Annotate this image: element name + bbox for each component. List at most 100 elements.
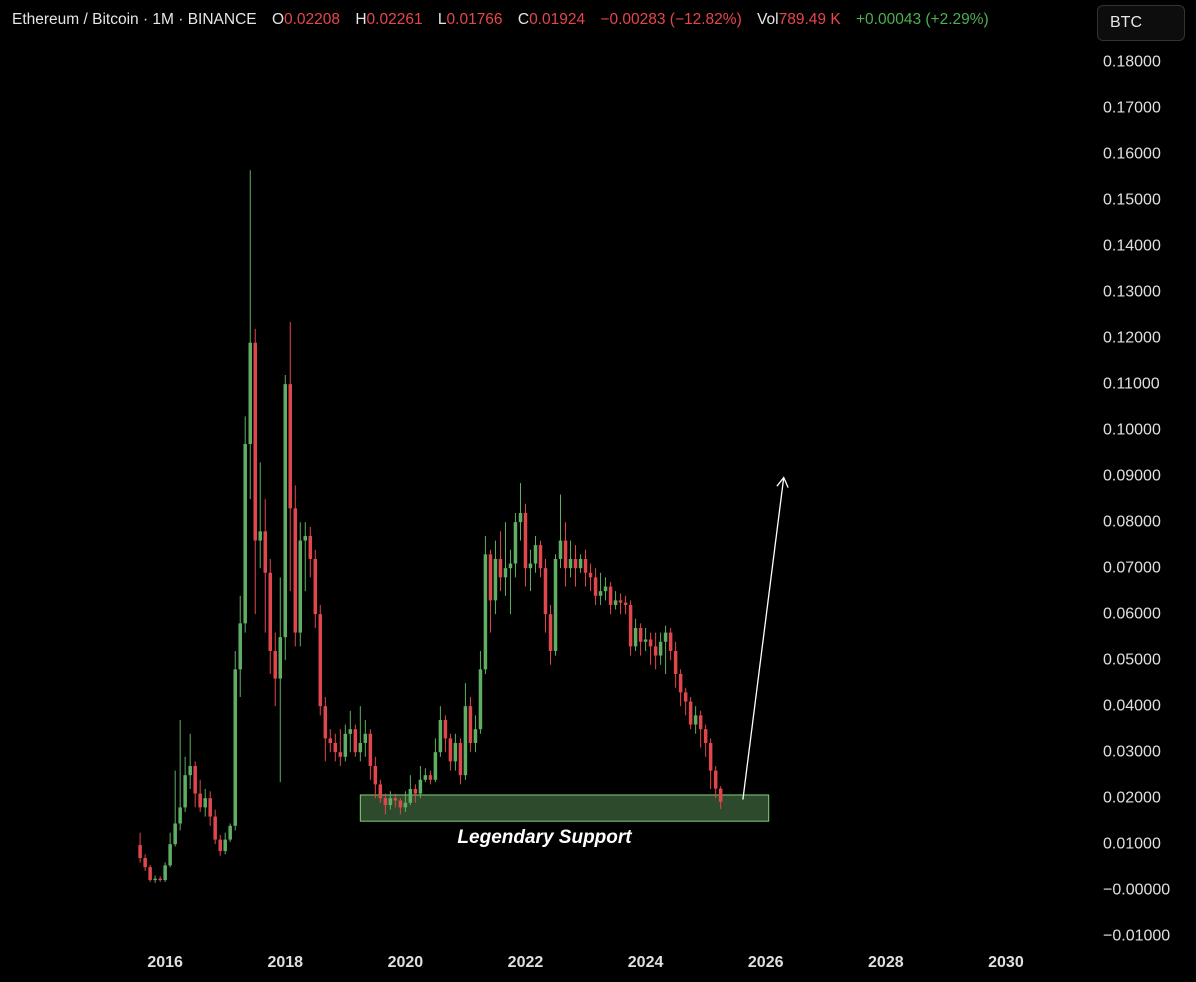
candle-body	[318, 614, 323, 707]
currency-button[interactable]: BTC	[1097, 5, 1185, 41]
candle-body	[718, 788, 723, 802]
candle-body	[433, 752, 438, 780]
y-tick-label: 0.01000	[1103, 835, 1161, 852]
candle-body	[298, 540, 303, 633]
candle-body	[378, 784, 383, 799]
candle-body	[243, 443, 247, 624]
candle-body	[653, 646, 658, 656]
candle-body	[703, 729, 708, 743]
candle-body	[708, 742, 713, 771]
candle-body	[168, 844, 172, 866]
candle-body	[388, 798, 393, 806]
candle-body	[208, 798, 212, 817]
candle-body	[418, 779, 423, 794]
candle-body	[478, 669, 483, 730]
candle-body	[648, 639, 653, 647]
candle-body	[633, 627, 638, 647]
o-label: O	[271, 11, 284, 28]
candle-body	[233, 669, 237, 826]
candle-body	[693, 715, 698, 725]
candle-body	[438, 719, 443, 753]
o-value: 0.02208	[284, 11, 341, 28]
candle-body	[223, 839, 227, 852]
candle-body	[353, 729, 358, 753]
candle-body	[278, 637, 283, 679]
candle-body	[373, 765, 378, 785]
x-tick-label: 2020	[388, 954, 424, 971]
y-tick-label: 0.12000	[1103, 329, 1161, 346]
candle-body	[173, 823, 177, 845]
x-tick-label: 2018	[267, 954, 303, 971]
candle-body	[588, 572, 593, 578]
candle-body	[383, 798, 388, 806]
candle-body	[698, 715, 703, 730]
candle-body	[428, 775, 433, 780]
candle-body	[598, 591, 603, 596]
candle-body	[473, 729, 478, 743]
candle-body	[213, 816, 217, 840]
candle-body	[198, 793, 202, 808]
y-tick-label: −0.00000	[1103, 881, 1170, 898]
candle-body	[623, 602, 628, 605]
candle-body	[603, 586, 608, 592]
candle-body	[323, 706, 328, 739]
candle-body	[518, 512, 523, 523]
candle-body	[188, 765, 192, 776]
x-tick-label: 2016	[147, 954, 183, 971]
candle-body	[528, 563, 533, 569]
candle-body	[618, 600, 623, 603]
y-tick-label: 0.11000	[1103, 375, 1160, 392]
y-tick-label: 0.02000	[1103, 789, 1161, 806]
candle-body	[508, 563, 513, 569]
y-tick-label: 0.16000	[1103, 145, 1161, 162]
candle-body	[488, 554, 493, 601]
h-value: 0.02261	[366, 11, 423, 28]
candle-body	[628, 604, 633, 647]
candle-body	[493, 558, 498, 601]
candle-body	[713, 770, 718, 789]
candle-body	[148, 867, 152, 881]
x-tick-label: 2022	[508, 954, 544, 971]
candle-body	[578, 558, 583, 569]
candle-body	[203, 798, 207, 808]
symbol: Ethereum / Bitcoin · 1M · BINANCE	[12, 11, 257, 28]
candle-body	[283, 384, 288, 638]
y-tick-label: 0.03000	[1103, 743, 1161, 760]
candle-body	[248, 342, 252, 444]
y-tick-label: 0.04000	[1103, 697, 1161, 714]
x-tick-label: 2028	[868, 954, 904, 971]
candle-body	[673, 650, 678, 674]
candle-body	[273, 650, 277, 679]
candle-body	[468, 706, 473, 743]
candle-body	[218, 839, 222, 852]
y-tick-label: 0.09000	[1103, 467, 1161, 484]
candle-body	[343, 733, 348, 757]
l-value: 0.01766	[446, 11, 503, 28]
candle-body	[348, 729, 353, 734]
candle-body	[158, 878, 162, 881]
arrow	[742, 477, 785, 800]
candle-body	[688, 701, 693, 725]
candle-body	[358, 742, 363, 753]
candle-body	[268, 572, 272, 651]
vol-label: Vol	[757, 11, 779, 28]
candle-body	[548, 614, 553, 651]
candle-body	[553, 558, 558, 651]
candle-body	[303, 535, 308, 541]
y-tick-label: 0.08000	[1103, 513, 1161, 530]
candle-body	[558, 540, 563, 559]
support-zone	[359, 794, 770, 822]
candle-body	[658, 641, 663, 656]
y-tick-label: 0.14000	[1103, 237, 1161, 254]
candle-body	[513, 522, 518, 564]
candle-body	[593, 577, 598, 596]
candle-body	[533, 545, 538, 564]
c-label: C	[517, 11, 530, 28]
candle-body	[163, 865, 167, 881]
candle-body	[258, 531, 262, 541]
candle-body	[398, 800, 403, 808]
candle-body	[328, 738, 333, 743]
candle-body	[663, 632, 668, 642]
candle-body	[568, 558, 573, 569]
support-label: Legendary Support	[457, 827, 632, 848]
